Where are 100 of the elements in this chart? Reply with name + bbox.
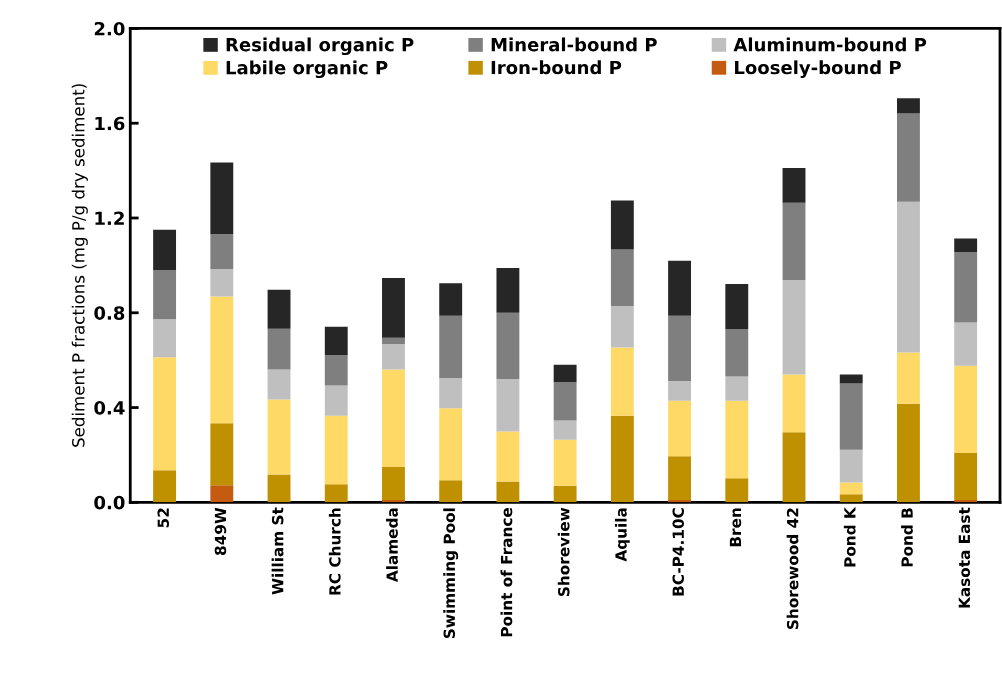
bar <box>782 280 806 375</box>
x-tick-label: Kasota East <box>958 507 971 608</box>
bar <box>782 202 806 281</box>
bar <box>439 315 463 378</box>
bar <box>553 439 577 486</box>
bar <box>954 453 978 500</box>
bar <box>324 484 348 503</box>
legend-label: Residual organic P <box>226 37 414 56</box>
x-tick-label: 849W <box>214 507 227 555</box>
bar <box>668 381 692 401</box>
bar <box>839 383 863 450</box>
bar <box>267 328 291 370</box>
bar <box>897 201 920 353</box>
x-tick-label: Pond K <box>843 506 856 567</box>
x-tick-label: Swimming Pool <box>443 508 459 639</box>
bar <box>897 113 920 202</box>
bar <box>839 494 863 503</box>
x-tick-label: Bren <box>729 508 742 547</box>
bar <box>153 319 177 358</box>
bar <box>553 364 577 383</box>
bar <box>496 481 520 503</box>
bar <box>725 478 749 503</box>
y-tick-label: 1.6 <box>95 116 125 131</box>
x-tick-label: Shorewood 42 <box>786 508 799 629</box>
bar <box>439 408 463 481</box>
x-tick-label: Pond B <box>901 508 913 567</box>
bar <box>668 456 692 500</box>
bar <box>725 329 749 377</box>
bar <box>496 267 520 313</box>
bar <box>668 315 692 382</box>
bar <box>782 374 806 433</box>
x-tick-label: Shoreview <box>557 507 570 597</box>
bar <box>954 238 978 252</box>
legend-label: Labile organic P <box>226 60 388 79</box>
bar <box>324 415 348 485</box>
x-tick-label: Point of France <box>500 507 513 637</box>
x-tick-label: BC-P4.10C <box>672 508 684 596</box>
bar <box>439 480 463 503</box>
y-tick-label: 2.0 <box>94 21 125 36</box>
bar <box>782 432 806 503</box>
y-axis-title: Sediment P fractions (mg P/g dry sediment) <box>71 84 88 447</box>
bar <box>610 305 634 348</box>
legend-label: Iron-bound P <box>491 60 622 75</box>
x-tick-label: 52 <box>157 508 170 528</box>
bar <box>553 420 577 440</box>
bar <box>954 251 978 323</box>
bar <box>210 234 234 269</box>
bar <box>668 400 692 457</box>
bar <box>439 283 463 316</box>
bar <box>439 377 463 409</box>
bar <box>153 270 177 320</box>
bar <box>382 467 405 500</box>
legend-label: Mineral-bound P <box>491 37 657 52</box>
bar <box>153 357 177 471</box>
bar <box>210 485 234 503</box>
bar <box>267 289 291 329</box>
bar <box>897 352 920 404</box>
bar <box>210 268 234 297</box>
bar <box>839 374 863 384</box>
bar <box>210 162 234 235</box>
legend-label: Aluminum-bound P <box>733 37 927 52</box>
x-tick-label: William St <box>271 507 284 595</box>
bar <box>839 449 863 483</box>
bar <box>725 400 749 479</box>
bar <box>382 369 405 468</box>
bar <box>610 200 634 250</box>
y-tick-label: 0.4 <box>94 401 125 415</box>
bar <box>210 423 234 486</box>
bar <box>897 403 920 503</box>
bar <box>782 168 806 203</box>
bar <box>725 376 749 401</box>
y-tick-label: 0.8 <box>94 306 125 320</box>
bar <box>668 260 692 316</box>
bar <box>610 415 634 503</box>
bar <box>496 312 520 379</box>
bar <box>553 382 577 421</box>
y-tick-label: 1.2 <box>95 211 124 225</box>
bar <box>382 337 405 345</box>
bar <box>324 385 348 416</box>
bar <box>210 296 234 424</box>
bar <box>324 354 348 386</box>
bar <box>382 344 405 370</box>
bar <box>496 378 520 432</box>
y-tick-label: 0.0 <box>94 495 125 510</box>
bar <box>382 277 405 338</box>
bar <box>610 347 634 416</box>
bar <box>153 229 177 271</box>
bar <box>324 326 348 355</box>
bar <box>267 474 291 503</box>
bar <box>267 399 291 475</box>
bar <box>610 249 634 306</box>
bar <box>153 470 177 503</box>
x-tick-label: Alameda <box>386 508 398 583</box>
x-tick-label: RC Church <box>328 508 341 595</box>
legend-label: Loosely-bound P <box>735 60 901 78</box>
bar <box>496 431 520 482</box>
bar <box>839 482 863 495</box>
bar <box>267 369 291 400</box>
bar <box>725 284 749 330</box>
bar <box>954 322 978 366</box>
